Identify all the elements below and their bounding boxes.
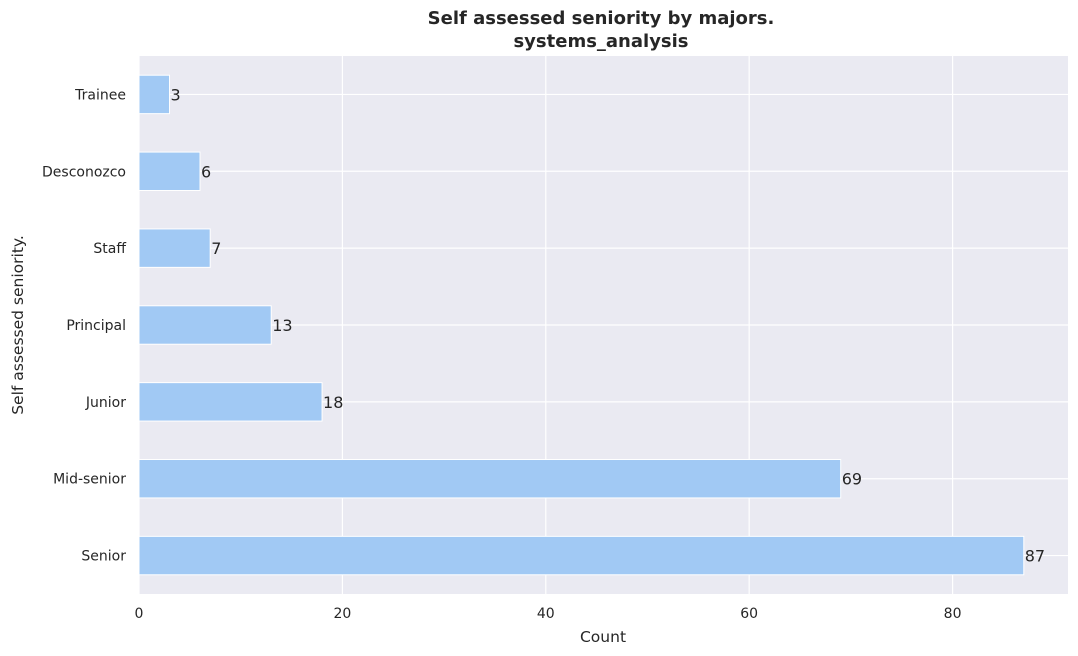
y-tick-label: Junior	[85, 395, 126, 411]
x-tick-label: 20	[333, 606, 351, 622]
x-tick-label: 60	[740, 606, 758, 622]
bar-principal	[138, 305, 272, 345]
data-label: 13	[272, 316, 292, 335]
y-tick-labels: Trainee Desconozco Staff Principal Junior Mid…	[42, 87, 126, 564]
data-labels: 3 6 7 13 18 69 87	[171, 85, 1046, 565]
y-tick-label: Staff	[93, 241, 126, 257]
y-tick-label: Trainee	[74, 87, 126, 103]
x-tick-label: 80	[944, 606, 962, 622]
bar-junior	[138, 382, 323, 422]
chart-subtitle: systems_analysis	[513, 31, 688, 52]
bars	[138, 74, 1025, 576]
x-tick-labels: 0 20 40 60 80	[135, 606, 962, 622]
y-tick-label: Mid-senior	[53, 472, 126, 488]
data-label: 18	[323, 393, 343, 412]
data-label: 6	[201, 162, 211, 181]
bar-mid-senior	[138, 459, 842, 499]
x-axis-label: Count	[580, 628, 626, 646]
data-label: 3	[171, 85, 181, 104]
y-tick-label: Principal	[66, 318, 126, 334]
bar-staff	[138, 228, 211, 268]
y-tick-label: Senior	[81, 549, 126, 565]
data-label: 87	[1025, 547, 1045, 566]
data-label: 69	[842, 470, 862, 489]
bar-trainee	[138, 74, 171, 115]
x-tick-label: 40	[537, 606, 555, 622]
chart-title: Self assessed seniority by majors.	[428, 8, 775, 29]
bar-desconozco	[138, 151, 201, 191]
bar-senior	[138, 535, 1025, 576]
y-axis-label: Self assessed seniority.	[9, 235, 27, 415]
x-tick-label: 0	[135, 606, 144, 622]
data-label: 7	[211, 239, 221, 258]
y-tick-label: Desconozco	[42, 164, 126, 180]
